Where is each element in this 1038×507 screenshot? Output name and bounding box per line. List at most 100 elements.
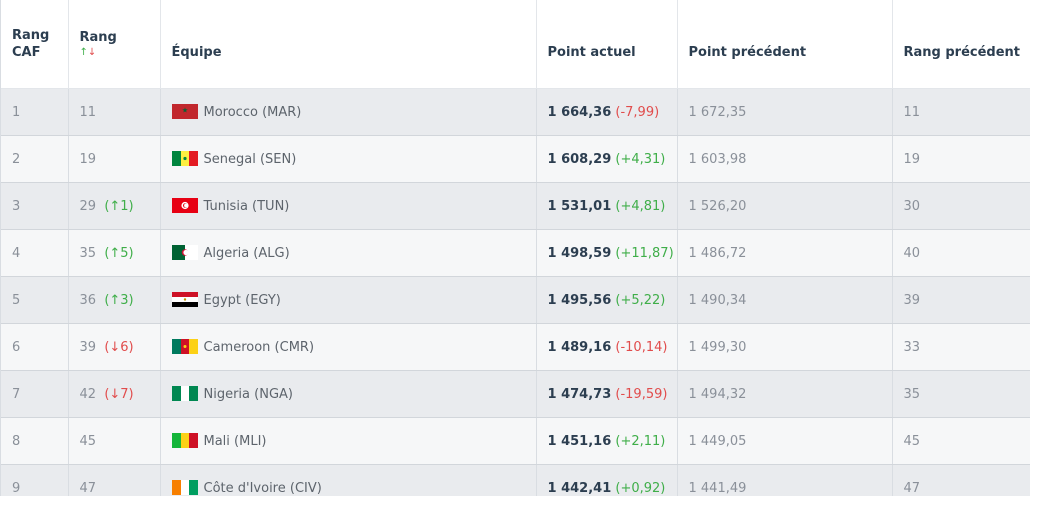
team-name[interactable]: Tunisia (TUN)	[203, 199, 290, 214]
team-name[interactable]: Côte d'Ivoire (CIV)	[203, 481, 322, 496]
team-cell[interactable]: Côte d'Ivoire (CIV)	[159, 464, 536, 496]
point-precedent-cell: 1 490,34	[676, 276, 892, 324]
team-cell[interactable]: Tunisia (TUN)	[159, 182, 536, 230]
header-rang-precedent[interactable]: Rang précédent	[891, 0, 1030, 89]
team-name[interactable]: Morocco (MAR)	[203, 105, 302, 120]
table-row: 6 39 (↓6) Cameroon (CMR) 1 489,16 (-10,14) 1…	[1, 323, 1030, 371]
rang-cell: 35 (↑5)	[67, 229, 160, 277]
rang-precedent-cell: 33	[891, 323, 1030, 371]
points-change: (+0,92)	[615, 480, 666, 496]
rang-value: 47	[79, 480, 97, 496]
team-cell[interactable]: Cameroon (CMR)	[159, 323, 536, 371]
team-cell[interactable]: Senegal (SEN)	[159, 135, 536, 183]
senegal-flag-icon	[171, 151, 198, 166]
table-row: 7 42 (↓7) Nigeria (NGA) 1 474,73 (-19,59) 1 …	[1, 370, 1030, 418]
table-row: 5 36 (↑3) Egypt (EGY) 1 495,56 (+5,22) 1 490…	[1, 276, 1030, 324]
point-actuel-cell: 1 489,16 (-10,14)	[535, 323, 677, 371]
team-name[interactable]: Algeria (ALG)	[203, 246, 290, 261]
rang-value: 35	[79, 245, 97, 261]
team-name[interactable]: Senegal (SEN)	[203, 152, 297, 167]
point-precedent-cell: 1 526,20	[676, 182, 892, 230]
rang-cell: 42 (↓7)	[67, 370, 160, 418]
point-precedent-cell: 1 441,49	[676, 464, 892, 496]
team-name[interactable]: Cameroon (CMR)	[203, 340, 315, 355]
points-value: 1 664,36	[547, 104, 612, 120]
team-cell[interactable]: Egypt (EGY)	[159, 276, 536, 324]
rang-precedent-cell: 19	[891, 135, 1030, 183]
team-cell[interactable]: Mali (MLI)	[159, 417, 536, 465]
point-actuel-cell: 1 495,56 (+5,22)	[535, 276, 677, 324]
table-row: 3 29 (↑1) Tunisia (TUN) 1 531,01 (+4,81) 1 5…	[1, 182, 1030, 230]
rang-precedent-cell: 40	[891, 229, 1030, 277]
points-value: 1 489,16	[547, 339, 612, 355]
cameroon-flag-icon	[171, 339, 198, 354]
mali-flag-icon	[171, 433, 198, 448]
header-rang[interactable]: Rang ↑↓	[67, 0, 160, 89]
point-actuel-cell: 1 664,36 (-7,99)	[535, 88, 677, 136]
points-value: 1 495,56	[547, 292, 612, 308]
points-change: (-10,14)	[615, 339, 668, 355]
rank-change: (↓6)	[104, 339, 134, 355]
rang-precedent-cell: 39	[891, 276, 1030, 324]
rank-change: (↑1)	[104, 198, 134, 214]
points-change: (+4,81)	[615, 198, 666, 214]
header-row: Rang CAF Rang ↑↓ Équipe Point actuel Poi…	[1, 0, 1030, 89]
rang-precedent-cell: 11	[891, 88, 1030, 136]
point-actuel-cell: 1 498,59 (+11,87)	[535, 229, 677, 277]
rang-precedent-cell: 45	[891, 417, 1030, 465]
point-actuel-cell: 1 474,73 (-19,59)	[535, 370, 677, 418]
nigeria-flag-icon	[171, 386, 198, 401]
points-value: 1 608,29	[547, 151, 612, 167]
header-point-precedent[interactable]: Point précédent	[676, 0, 892, 89]
rang-value: 19	[79, 151, 97, 167]
team-name[interactable]: Nigeria (NGA)	[203, 387, 293, 402]
morocco-flag-icon	[171, 104, 198, 119]
team-name[interactable]: Egypt (EGY)	[203, 293, 281, 308]
rang-precedent-cell: 35	[891, 370, 1030, 418]
rang-cell: 45	[67, 417, 160, 465]
point-precedent-cell: 1 449,05	[676, 417, 892, 465]
point-precedent-cell: 1 672,35	[676, 88, 892, 136]
points-change: (-7,99)	[615, 104, 660, 120]
rang-value: 39	[79, 339, 97, 355]
header-point-actuel[interactable]: Point actuel	[535, 0, 677, 89]
team-cell[interactable]: Morocco (MAR)	[159, 88, 536, 136]
points-change: (-19,59)	[615, 386, 668, 402]
rank-change: (↑5)	[104, 245, 134, 261]
rang-value: 11	[79, 104, 97, 120]
point-actuel-cell: 1 442,41 (+0,92)	[535, 464, 677, 496]
header-equipe[interactable]: Équipe	[159, 0, 536, 89]
rang-caf-cell: 9	[1, 464, 68, 496]
table-row: 9 47 Côte d'Ivoire (CIV) 1 442,41 (+0,92) 1 …	[1, 464, 1030, 496]
rang-cell: 11	[67, 88, 160, 136]
cote-divoire-flag-icon	[171, 480, 198, 495]
ranking-table: Rang CAF Rang ↑↓ Équipe Point actuel Poi…	[1, 0, 1030, 496]
rang-cell: 39 (↓6)	[67, 323, 160, 371]
sort-arrows-icon[interactable]: ↑↓	[80, 46, 160, 60]
points-value: 1 451,16	[547, 433, 612, 449]
point-precedent-cell: 1 499,30	[676, 323, 892, 371]
point-precedent-cell: 1 494,32	[676, 370, 892, 418]
point-precedent-cell: 1 486,72	[676, 229, 892, 277]
table-row: 1 11 Morocco (MAR) 1 664,36 (-7,99) 1 672,35…	[1, 88, 1030, 136]
team-name[interactable]: Mali (MLI)	[203, 434, 267, 449]
points-value: 1 474,73	[547, 386, 612, 402]
rang-caf-cell: 8	[1, 417, 68, 465]
egypt-flag-icon	[171, 292, 198, 307]
rang-caf-cell: 7	[1, 370, 68, 418]
rang-value: 29	[79, 198, 97, 214]
rang-caf-cell: 2	[1, 135, 68, 183]
header-rang-caf[interactable]: Rang CAF	[1, 0, 68, 89]
algeria-flag-icon	[171, 245, 198, 260]
rang-cell: 29 (↑1)	[67, 182, 160, 230]
rang-caf-cell: 4	[1, 229, 68, 277]
rang-value: 45	[79, 433, 97, 449]
table-body: 1 11 Morocco (MAR) 1 664,36 (-7,99) 1 672,35…	[1, 88, 1030, 496]
rang-cell: 19	[67, 135, 160, 183]
fifa-ranking-table: Rang CAF Rang ↑↓ Équipe Point actuel Poi…	[0, 0, 1030, 496]
team-cell[interactable]: Algeria (ALG)	[159, 229, 536, 277]
team-cell[interactable]: Nigeria (NGA)	[159, 370, 536, 418]
rang-caf-cell: 5	[1, 276, 68, 324]
table-row: 2 19 Senegal (SEN) 1 608,29 (+4,31) 1 603,98…	[1, 135, 1030, 183]
rank-change: (↑3)	[104, 292, 134, 308]
